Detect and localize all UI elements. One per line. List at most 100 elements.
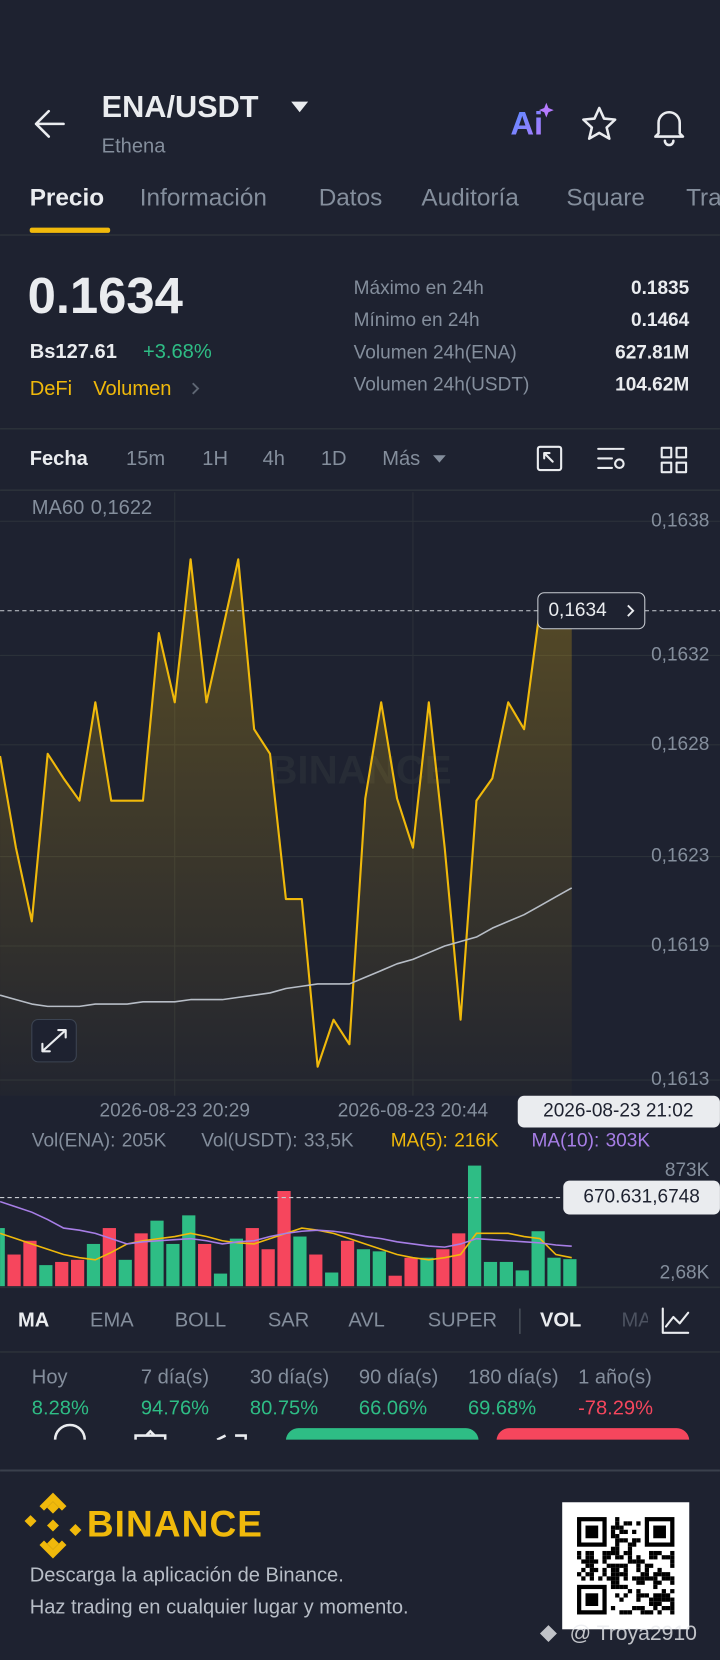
pair-dropdown[interactable] (291, 101, 309, 113)
qr-module (653, 1606, 658, 1611)
interval[interactable]: 4h (263, 448, 285, 470)
qr-module (619, 1525, 624, 1530)
qr-module (644, 1576, 650, 1581)
volume-bar (166, 1243, 180, 1287)
qr-module (640, 1580, 645, 1585)
qr-module (636, 1576, 641, 1581)
qr-module (665, 1597, 671, 1602)
stat-value: 627.81M (615, 343, 689, 364)
qr-module (589, 1550, 594, 1556)
volume-bar (325, 1272, 339, 1287)
volume-bar (39, 1265, 53, 1287)
indicator[interactable]: MA (621, 1310, 652, 1332)
tab[interactable]: Tra (686, 184, 720, 211)
indicator[interactable]: EMA (90, 1310, 134, 1332)
qr-module (619, 1572, 624, 1577)
indicator[interactable]: VOL (540, 1310, 581, 1332)
indicator-settings[interactable] (661, 1307, 690, 1334)
indicator[interactable]: SAR (268, 1310, 309, 1332)
perf-value: 66,06% (359, 1397, 427, 1419)
volume-bar (467, 1165, 482, 1287)
qr-module (657, 1610, 662, 1615)
indicator-settings-bg (647, 1300, 720, 1343)
qr-module (615, 1580, 620, 1585)
back-button[interactable] (34, 109, 65, 138)
tool-layout[interactable] (660, 446, 673, 459)
qr-module (649, 1597, 654, 1602)
sell-button[interactable] (496, 1428, 690, 1440)
legend-name: Vol(USDT): (201, 1130, 297, 1151)
legend-value: 216K (454, 1130, 499, 1151)
volume-bar (55, 1261, 69, 1287)
interval[interactable]: 15m (126, 448, 165, 470)
qr-module (615, 1563, 620, 1568)
tab[interactable]: Precio (30, 184, 104, 211)
area-fill (0, 559, 572, 1096)
qr-module (602, 1550, 607, 1556)
y-tick-label: 0,1613 (651, 1069, 709, 1090)
qr-module (657, 1572, 662, 1577)
action-icon[interactable] (53, 1423, 87, 1440)
qr-module (627, 1550, 633, 1556)
action-icon[interactable] (134, 1429, 167, 1440)
indicator[interactable]: SUPER (428, 1310, 497, 1332)
volume-bar (0, 1228, 5, 1287)
volume-bar (70, 1259, 85, 1287)
indicator[interactable]: AVL (348, 1310, 385, 1332)
tool-settings[interactable] (597, 447, 625, 469)
tab[interactable]: Auditoría (421, 184, 519, 211)
interval[interactable]: Fecha (30, 448, 89, 470)
qr-module (589, 1567, 594, 1573)
perf-value: 94,76% (141, 1397, 209, 1419)
qr-module (661, 1572, 666, 1577)
qr-module (589, 1572, 594, 1577)
qr-finder (585, 1525, 599, 1539)
tool-fullscreen[interactable] (536, 445, 563, 472)
tab[interactable]: Datos (319, 184, 383, 211)
qr-module (653, 1597, 658, 1602)
y-tick-label: 0,1619 (651, 935, 709, 956)
action-bar-bottom (0, 1439, 720, 1470)
pair-name: Ethena (102, 135, 167, 157)
qr-module (627, 1589, 633, 1594)
qr-module (577, 1555, 582, 1560)
volume-bar (388, 1275, 402, 1287)
tab[interactable]: Información (140, 184, 267, 211)
interval[interactable]: 1D (321, 448, 347, 470)
legend-name: MA(10): (532, 1130, 600, 1151)
perf-value: 80,75% (250, 1397, 318, 1419)
qr-module (661, 1555, 666, 1560)
tag[interactable]: DeFi (30, 378, 72, 400)
qr-module (610, 1529, 616, 1535)
qr-module (585, 1572, 590, 1577)
chart-tools (536, 445, 688, 474)
qr-module (649, 1555, 654, 1560)
ai-button[interactable]: Ai (510, 105, 543, 142)
favorite-button[interactable] (582, 106, 617, 140)
indicator[interactable]: MA (18, 1310, 49, 1332)
legend-value: 33,5K (304, 1130, 354, 1151)
alert-button[interactable] (654, 111, 685, 147)
y-tick-label: 2,68K (660, 1263, 710, 1284)
qr-module (636, 1521, 641, 1526)
indicator[interactable]: BOLL (175, 1310, 226, 1332)
qr-module (661, 1589, 666, 1594)
interval-dropdown[interactable] (433, 455, 446, 463)
qr-module (623, 1610, 628, 1615)
action-icon[interactable] (216, 1434, 247, 1441)
qr-module (619, 1563, 624, 1568)
qr-module (602, 1572, 607, 1577)
interval[interactable]: 1H (202, 448, 228, 470)
qr-module (615, 1555, 620, 1560)
interval[interactable]: Más (382, 448, 420, 470)
tag[interactable]: Volumen (93, 378, 171, 400)
tab[interactable]: Square (566, 184, 644, 211)
legend-value: 0,1622 (91, 498, 153, 520)
pair-title[interactable]: ENA/USDT (102, 89, 259, 124)
buy-button[interactable] (285, 1428, 479, 1440)
qr-module (670, 1597, 675, 1602)
volume-bars (0, 1165, 577, 1287)
qr-module (627, 1610, 633, 1615)
